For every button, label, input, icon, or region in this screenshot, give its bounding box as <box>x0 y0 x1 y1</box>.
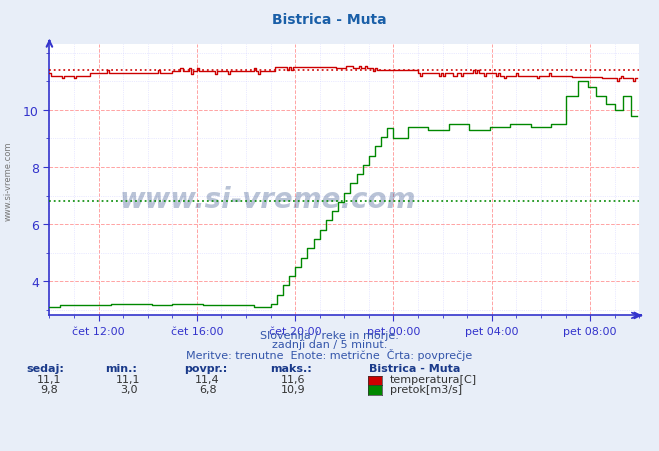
Text: Meritve: trenutne  Enote: metrične  Črta: povprečje: Meritve: trenutne Enote: metrične Črta: … <box>186 348 473 360</box>
Text: 11,6: 11,6 <box>281 374 306 384</box>
Text: maks.:: maks.: <box>270 363 312 373</box>
Text: 11,1: 11,1 <box>116 374 141 384</box>
Text: www.si-vreme.com: www.si-vreme.com <box>119 185 416 213</box>
Text: 3,0: 3,0 <box>120 384 137 394</box>
Text: povpr.:: povpr.: <box>185 363 228 373</box>
Text: Bistrica - Muta: Bistrica - Muta <box>272 14 387 27</box>
Text: sedaj:: sedaj: <box>26 363 64 373</box>
Text: 10,9: 10,9 <box>281 384 306 394</box>
Text: Slovenija / reke in morje.: Slovenija / reke in morje. <box>260 330 399 340</box>
Text: zadnji dan / 5 minut.: zadnji dan / 5 minut. <box>272 339 387 349</box>
Text: 9,8: 9,8 <box>41 384 58 394</box>
Text: www.si-vreme.com: www.si-vreme.com <box>3 141 13 220</box>
Text: 11,4: 11,4 <box>195 374 220 384</box>
Text: 6,8: 6,8 <box>199 384 216 394</box>
Text: min.:: min.: <box>105 363 137 373</box>
Text: 11,1: 11,1 <box>37 374 62 384</box>
Text: pretok[m3/s]: pretok[m3/s] <box>390 384 462 394</box>
Text: temperatura[C]: temperatura[C] <box>390 374 477 384</box>
Text: Bistrica - Muta: Bistrica - Muta <box>369 363 461 373</box>
